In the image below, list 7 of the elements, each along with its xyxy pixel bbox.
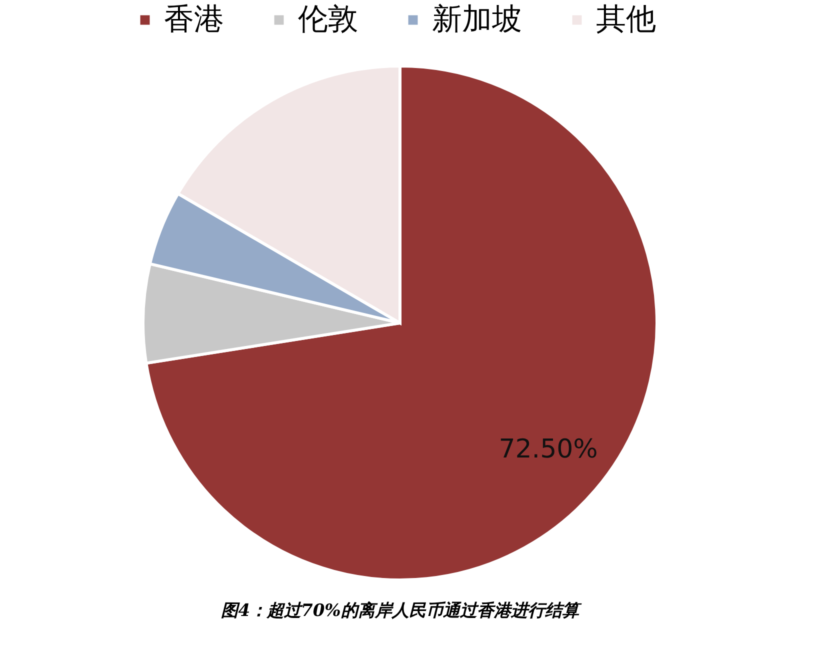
legend-label: 新加坡 [432,2,522,37]
pie-slice [144,64,658,582]
legend-label: 伦敦 [298,2,358,37]
caption: 图4：超过70%的离岸人民币通过香港进行结算 [221,601,582,621]
legend-label: 其他 [596,2,656,37]
legend-label: 香港 [164,2,224,37]
data-label: 72.50% [498,434,598,465]
